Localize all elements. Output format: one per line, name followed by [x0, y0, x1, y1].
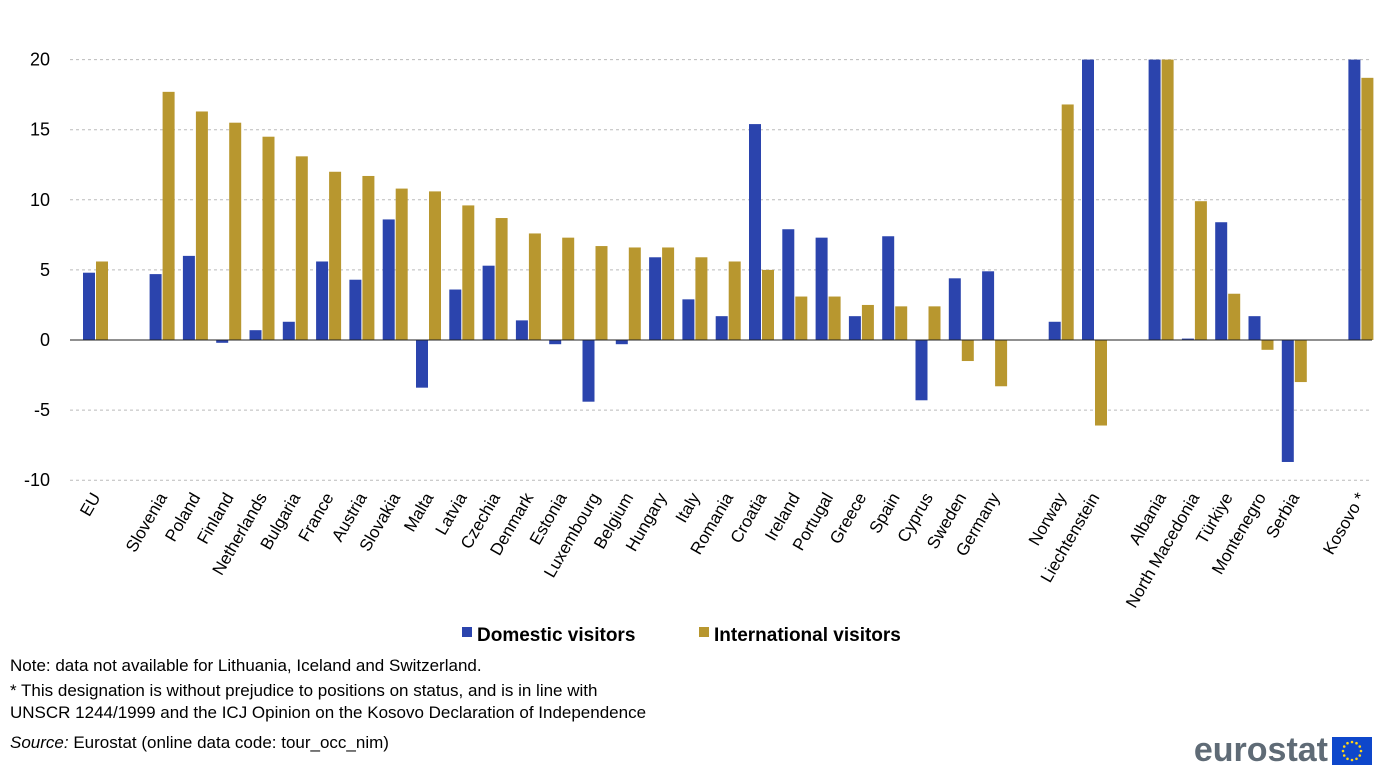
bar-domestic: [848, 316, 861, 340]
bar-international: [229, 122, 242, 340]
bar-international: [262, 136, 275, 340]
bar-international: [995, 340, 1008, 387]
bar-international: [562, 237, 575, 340]
bar-domestic: [182, 255, 195, 340]
bar-domestic: [882, 236, 895, 340]
bar-international: [1194, 201, 1207, 340]
bar-international: [728, 261, 741, 340]
bar-international: [1061, 104, 1074, 341]
bar-domestic: [915, 340, 928, 401]
bar-international: [795, 296, 808, 340]
bar-domestic: [416, 340, 428, 388]
bar-domestic: [615, 340, 628, 345]
bar-domestic: [1281, 340, 1294, 462]
y-tick-label: 15: [30, 120, 50, 140]
bar-domestic: [682, 299, 695, 340]
bar-international: [1294, 340, 1307, 383]
bar-domestic: [815, 237, 828, 340]
bar-international: [695, 257, 708, 340]
bar-international: [1095, 340, 1107, 426]
bar-domestic: [83, 272, 95, 340]
legend-swatch: [699, 627, 709, 637]
bar-international: [595, 246, 608, 340]
source-label: Source:: [10, 733, 69, 752]
bar-domestic: [1082, 59, 1094, 340]
bar-international: [395, 188, 408, 340]
y-tick-label: -5: [34, 400, 50, 420]
bar-international: [195, 111, 208, 340]
bar-international: [162, 91, 175, 340]
bar-domestic: [216, 340, 229, 343]
bar-international: [895, 306, 908, 340]
bar-international: [762, 269, 774, 340]
bar-international: [295, 156, 308, 340]
bar-international: [861, 304, 874, 340]
bar-international: [429, 191, 441, 340]
bar-domestic: [649, 257, 662, 340]
bar-domestic: [249, 330, 262, 340]
bar-domestic: [282, 321, 295, 340]
y-tick-label: 10: [30, 190, 50, 210]
x-tick-label: EU: [76, 490, 104, 520]
x-tick-label: Serbia: [1262, 489, 1303, 542]
note-availability: Note: data not available for Lithuania, …: [10, 656, 482, 675]
legend-label: Domestic visitors: [477, 625, 635, 646]
source-text: Eurostat (online data code: tour_occ_nim…: [68, 733, 389, 752]
bar-international: [828, 296, 841, 340]
bar-domestic: [715, 316, 728, 340]
bar-domestic: [449, 289, 462, 340]
x-tick-label: Italy: [672, 489, 704, 526]
bar-domestic: [1148, 59, 1161, 340]
bar-international: [362, 175, 375, 340]
bar-domestic: [1248, 316, 1261, 340]
x-tick-label: Kosovo *: [1319, 489, 1370, 558]
y-tick-label: -10: [24, 470, 50, 490]
bar-domestic: [982, 271, 995, 340]
x-tick-label: Slovenia: [122, 489, 171, 555]
bar-international: [628, 247, 641, 340]
bar-domestic: [1048, 321, 1061, 340]
bar-international: [662, 247, 675, 340]
bar-domestic: [582, 340, 595, 402]
bar-international: [1228, 293, 1241, 340]
bar-domestic: [515, 320, 528, 340]
y-tick-label: 0: [40, 330, 50, 350]
bar-international: [1261, 340, 1274, 350]
source-note: Source: Eurostat (online data code: tour…: [10, 732, 389, 754]
legend-swatch: [462, 627, 472, 637]
bar-domestic: [1348, 59, 1361, 340]
bar-domestic: [1215, 222, 1228, 340]
y-tick-label: 20: [30, 50, 50, 70]
eurostat-logo: eurostat: [1194, 731, 1372, 770]
y-tick-label: 5: [40, 260, 50, 280]
bar-international: [96, 261, 108, 340]
bar-international: [961, 340, 974, 362]
bar-international: [329, 171, 342, 340]
bar-international: [1361, 77, 1374, 341]
note-kosovo-1: * This designation is without prejudice …: [10, 681, 598, 700]
bar-domestic: [549, 340, 562, 345]
bar-international: [1161, 59, 1174, 340]
bar-domestic: [482, 265, 495, 340]
eu-flag-icon: [1332, 736, 1372, 765]
bar-domestic: [149, 274, 162, 340]
bar-domestic: [1181, 338, 1194, 340]
bar-domestic: [948, 278, 961, 340]
note-kosovo-2: UNSCR 1244/1999 and the ICJ Opinion on t…: [10, 703, 647, 722]
legend-label: International visitors: [714, 625, 901, 646]
bar-domestic: [382, 219, 395, 340]
bar-international: [928, 306, 941, 340]
bar-domestic: [316, 261, 329, 340]
bar-international: [495, 218, 508, 340]
bar-domestic: [349, 279, 362, 340]
logo-text: eurostat: [1193, 731, 1328, 769]
bar-domestic: [782, 229, 795, 340]
bar-domestic: [749, 124, 761, 340]
bar-international: [528, 233, 541, 340]
bar-international: [462, 205, 475, 340]
